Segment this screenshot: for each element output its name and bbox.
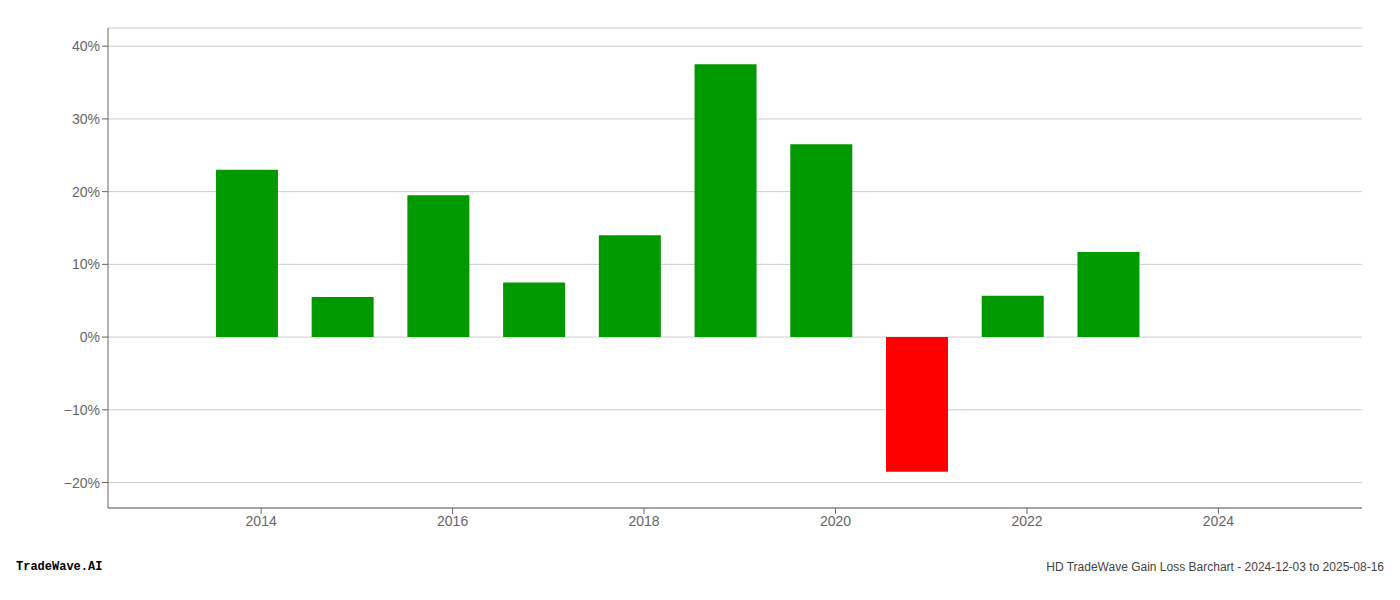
html-text:TradeWave.AI: TradeWave.AI <box>16 560 103 574</box>
svg-text:2022: 2022 <box>1011 513 1042 529</box>
html-text:HD TradeWave Gain Loss Barchar: HD TradeWave Gain Loss Barchart - 2024-1… <box>1046 560 1384 574</box>
svg-text:20%: 20% <box>72 184 100 200</box>
svg-text:2014: 2014 <box>246 513 277 529</box>
svg-text:2020: 2020 <box>820 513 851 529</box>
svg-text:2016: 2016 <box>437 513 468 529</box>
svg-text:0%: 0% <box>80 329 100 345</box>
svg-text:−20%: −20% <box>64 475 100 491</box>
svg-text:2024: 2024 <box>1203 513 1234 529</box>
svg-text:−10%: −10% <box>64 402 100 418</box>
svg-text:30%: 30% <box>72 111 100 127</box>
svg-text:10%: 10% <box>72 256 100 272</box>
svg-text:40%: 40% <box>72 38 100 54</box>
svg-text:2018: 2018 <box>628 513 659 529</box>
